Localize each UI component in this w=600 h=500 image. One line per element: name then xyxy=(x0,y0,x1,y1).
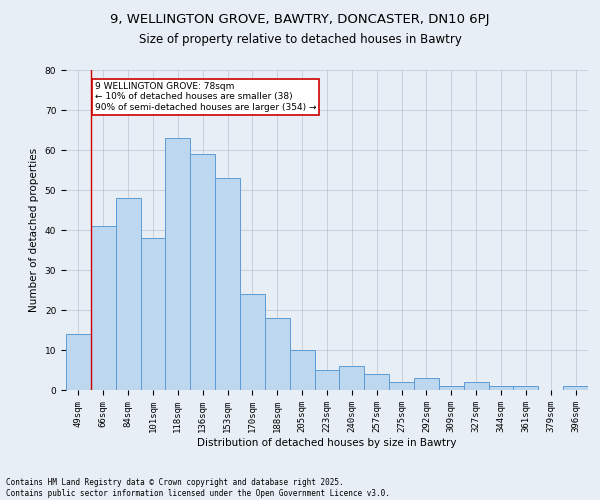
Text: 9 WELLINGTON GROVE: 78sqm
← 10% of detached houses are smaller (38)
90% of semi-: 9 WELLINGTON GROVE: 78sqm ← 10% of detac… xyxy=(95,82,316,112)
Bar xyxy=(439,386,464,390)
Bar xyxy=(190,154,215,390)
Bar xyxy=(215,178,240,390)
Bar xyxy=(563,386,588,390)
Bar xyxy=(91,226,116,390)
Bar xyxy=(140,238,166,390)
Bar xyxy=(240,294,265,390)
Bar xyxy=(389,382,414,390)
Bar xyxy=(488,386,514,390)
Bar xyxy=(464,382,488,390)
Bar xyxy=(364,374,389,390)
Text: Size of property relative to detached houses in Bawtry: Size of property relative to detached ho… xyxy=(139,32,461,46)
Bar xyxy=(314,370,340,390)
Bar xyxy=(166,138,190,390)
Bar xyxy=(414,378,439,390)
Bar xyxy=(340,366,364,390)
Bar xyxy=(514,386,538,390)
Bar xyxy=(66,334,91,390)
Bar xyxy=(290,350,314,390)
Text: Contains HM Land Registry data © Crown copyright and database right 2025.
Contai: Contains HM Land Registry data © Crown c… xyxy=(6,478,390,498)
Bar xyxy=(116,198,140,390)
Bar xyxy=(265,318,290,390)
Y-axis label: Number of detached properties: Number of detached properties xyxy=(29,148,39,312)
Text: 9, WELLINGTON GROVE, BAWTRY, DONCASTER, DN10 6PJ: 9, WELLINGTON GROVE, BAWTRY, DONCASTER, … xyxy=(110,12,490,26)
X-axis label: Distribution of detached houses by size in Bawtry: Distribution of detached houses by size … xyxy=(197,438,457,448)
